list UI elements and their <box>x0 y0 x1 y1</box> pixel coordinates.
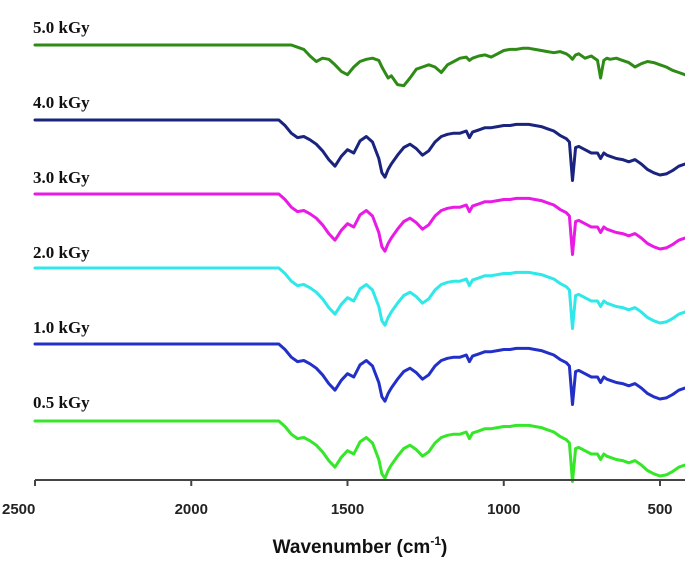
series-label-0-5-kgy: 0.5 kGy <box>33 393 90 412</box>
series-label-5-0-kgy: 5.0 kGy <box>33 18 90 37</box>
series-line-1-0-kgy <box>33 342 685 406</box>
x-tick-layer: 2500 2000 1500 1000 500 <box>2 480 673 518</box>
series-label-layer: 5.0 kGy 4.0 kGy 3.0 kGy 2.0 kGy 1.0 kGy 0.5 k… <box>33 18 90 412</box>
series-label-1-0-kgy: 1.0 kGy <box>33 318 90 337</box>
x-axis-title-close: ) <box>441 537 447 558</box>
series-line-5-0-kgy <box>33 43 685 88</box>
x-axis-title-text: Wavenumber (cm <box>273 537 431 558</box>
x-tick-label-2500: 2500 <box>2 501 35 518</box>
x-axis-title: Wavenumber (cm-1) <box>273 534 448 558</box>
series-label-3-0-kgy: 3.0 kGy <box>33 168 90 187</box>
series-layer <box>33 43 685 483</box>
series-line-0-5-kgy <box>33 419 685 483</box>
series-line-3-0-kgy <box>33 192 685 256</box>
series-line-2-0-kgy <box>33 266 685 330</box>
x-tick-label-500: 500 <box>647 501 672 518</box>
x-tick-label-1000: 1000 <box>487 501 520 518</box>
x-tick-label-2000: 2000 <box>175 501 208 518</box>
series-line-4-0-kgy <box>33 118 685 182</box>
series-label-4-0-kgy: 4.0 kGy <box>33 93 90 112</box>
series-label-2-0-kgy: 2.0 kGy <box>33 243 90 262</box>
x-axis-title-superscript: -1 <box>430 534 441 548</box>
x-tick-label-1500: 1500 <box>331 501 364 518</box>
